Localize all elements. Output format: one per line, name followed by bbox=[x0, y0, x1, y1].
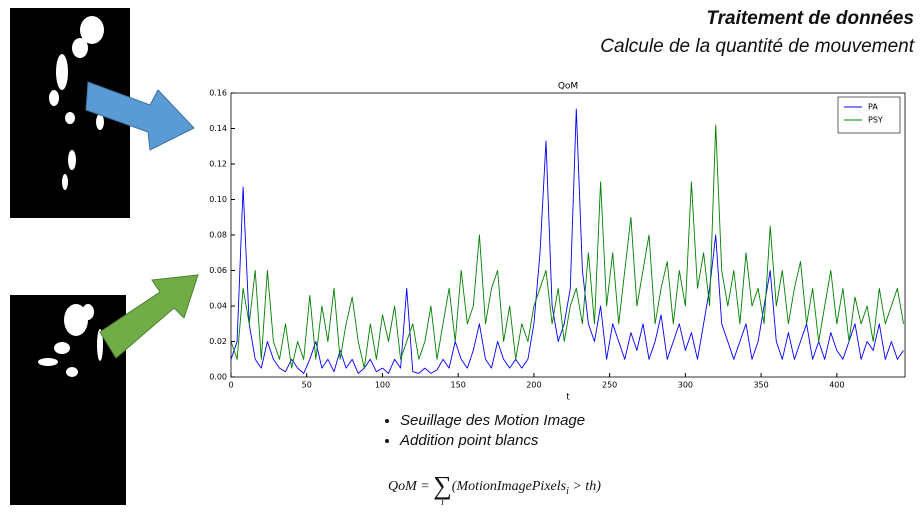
slide-title: Traitement de données bbox=[706, 8, 914, 29]
y-tick-label: 0.06 bbox=[209, 266, 227, 275]
arrow bbox=[85, 81, 195, 151]
formula-sum: ∑ bbox=[433, 471, 452, 500]
formula-rest: > th) bbox=[568, 479, 601, 495]
x-tick-label: 250 bbox=[602, 381, 617, 390]
axes-frame bbox=[230, 92, 906, 378]
bullet: Seuillage des Motion Image bbox=[400, 412, 585, 429]
x-tick-label: 150 bbox=[451, 381, 466, 390]
motion-blobs bbox=[38, 304, 103, 377]
y-tick-label: 0.16 bbox=[209, 89, 227, 98]
x-tick-label: 350 bbox=[753, 381, 768, 390]
x-tick-label: 100 bbox=[375, 381, 390, 390]
y-tick-label: 0.08 bbox=[209, 231, 227, 240]
x-tick-label: 0 bbox=[228, 381, 233, 390]
x-tick-label: 50 bbox=[302, 381, 312, 390]
bullet: Addition point blancs bbox=[400, 432, 585, 449]
y-tick-label: 0.00 bbox=[209, 373, 227, 382]
legend-label: PSY bbox=[868, 116, 883, 125]
legend-box bbox=[837, 96, 901, 134]
y-tick-label: 0.14 bbox=[209, 124, 227, 133]
series-line bbox=[230, 124, 904, 369]
formula-sub: i bbox=[566, 486, 569, 498]
x-tick-label: 400 bbox=[829, 381, 844, 390]
chart-title: QoM bbox=[558, 82, 578, 92]
x-tick-label: 300 bbox=[678, 381, 693, 390]
arrow bbox=[99, 274, 199, 359]
bullet-list: Seuillage des Motion Image Addition poin… bbox=[380, 412, 585, 452]
legend-label: PA bbox=[868, 103, 878, 112]
formula-index: i bbox=[441, 497, 444, 508]
formula-body: (MotionImagePixels bbox=[451, 479, 567, 495]
plot-area bbox=[231, 93, 905, 377]
x-axis-label: t bbox=[566, 393, 570, 403]
slide-subtitle: Calcule de la quantité de mouvement bbox=[600, 36, 914, 57]
x-tick-label: 200 bbox=[526, 381, 541, 390]
y-tick-label: 0.12 bbox=[209, 160, 227, 169]
formula: QoM = ∑ i (MotionImagePixelsi > th) bbox=[388, 470, 601, 508]
y-tick-label: 0.10 bbox=[209, 195, 227, 204]
y-tick-label: 0.02 bbox=[209, 337, 227, 346]
series-line bbox=[230, 108, 904, 374]
motion-blobs bbox=[49, 16, 104, 190]
formula-lhs: QoM = bbox=[388, 479, 430, 495]
y-tick-label: 0.04 bbox=[209, 302, 227, 311]
